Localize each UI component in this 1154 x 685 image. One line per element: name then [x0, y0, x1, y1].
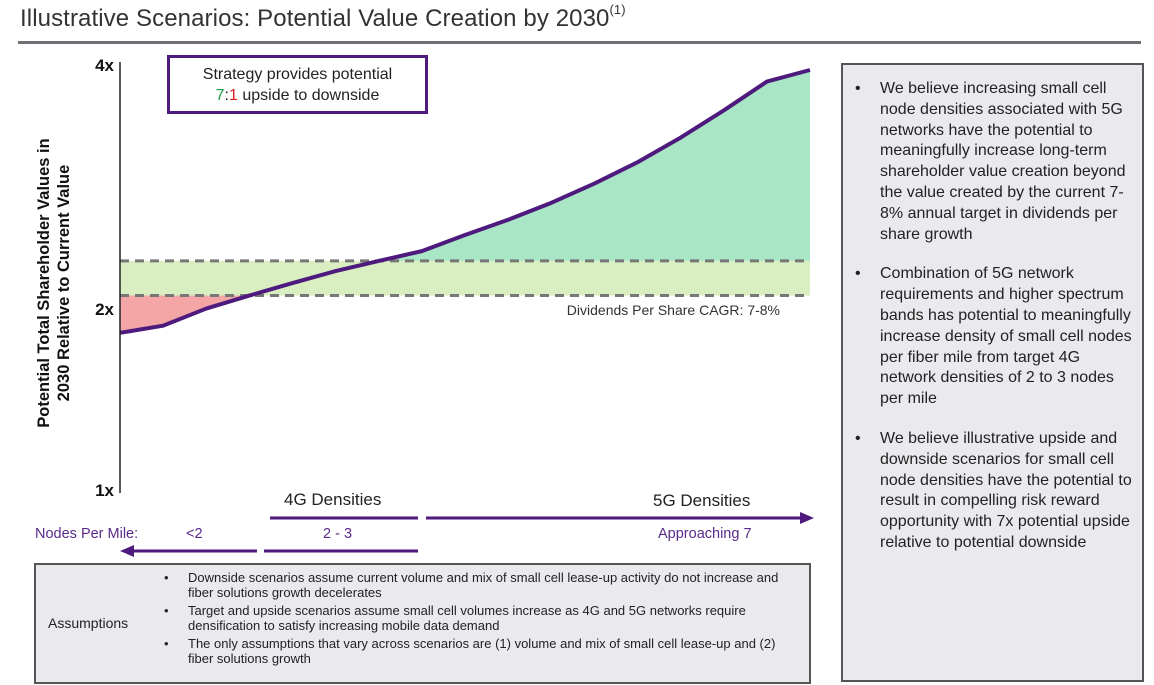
nodes-approaching-label: Approaching 7 [658, 526, 752, 542]
assumptions-title: Assumptions [48, 615, 129, 631]
title-divider [18, 41, 1141, 44]
commentary-item: Combination of 5G network requirements a… [853, 264, 1138, 410]
upside-downside-callout: Strategy provides potential 7:1 upside t… [167, 55, 428, 114]
nodes-lt2-label: <2 [186, 526, 203, 542]
nodes-per-mile-label: Nodes Per Mile: [35, 526, 139, 542]
5g-density-arrowhead [800, 512, 814, 524]
cagr-band-label: Dividends Per Share CAGR: 7-8% [566, 302, 780, 318]
callout-downside-number: 1 [229, 87, 238, 104]
page-title: Illustrative Scenarios: Potential Value … [20, 2, 626, 32]
assumption-item: Target and upside scenarios assume small… [160, 603, 800, 633]
callout-ratio-separator: : [224, 87, 229, 104]
commentary-list: We believe increasing small cell node de… [853, 79, 1138, 573]
commentary-item: We believe illustrative upside and downs… [853, 429, 1138, 554]
value-series-line [119, 68, 811, 335]
y-axis-label-line1: Potential Total Shareholder Values in [35, 138, 53, 428]
assumptions-box: Assumptions Downside scenarios assume cu… [34, 563, 811, 684]
y-tick-4x: 4x [95, 56, 114, 75]
commentary-item: We believe increasing small cell node de… [853, 79, 1138, 245]
assumption-item: The only assumptions that vary across sc… [160, 636, 800, 666]
4g-densities-label: 4G Densities [284, 490, 382, 509]
footnote-marker: (1) [609, 2, 626, 17]
y-axis-label-line2: 2030 Relative to Current Value [55, 164, 73, 402]
assumption-item: Downside scenarios assume current volume… [160, 570, 800, 600]
callout-line2: 7:1 upside to downside [170, 85, 425, 106]
cagr-band [120, 260, 810, 296]
callout-upside-number: 7 [215, 87, 225, 104]
nodes-range-label: 2 - 3 [323, 526, 353, 542]
downside-density-arrowhead [120, 545, 134, 557]
5g-densities-label: 5G Densities [653, 491, 751, 510]
callout-line1: Strategy provides potential [202, 66, 393, 83]
y-tick-1x: 1x [95, 481, 114, 500]
assumptions-list: Downside scenarios assume current volume… [160, 570, 800, 670]
commentary-sidebar: We believe increasing small cell node de… [841, 63, 1144, 682]
callout-line2-text: upside to downside [237, 87, 380, 104]
upside-area [378, 70, 810, 261]
y-tick-2x: 2x [95, 300, 114, 319]
